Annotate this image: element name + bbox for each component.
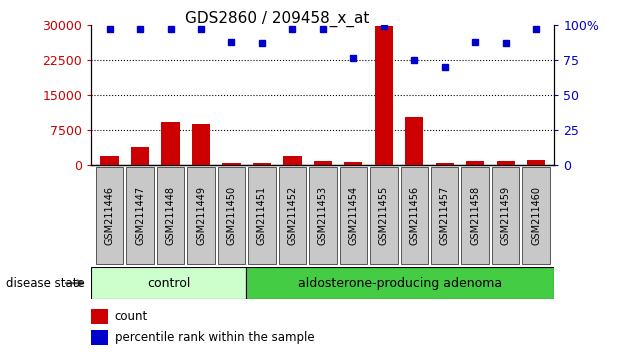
Text: aldosterone-producing adenoma: aldosterone-producing adenoma [298,277,502,290]
Text: GSM211449: GSM211449 [196,185,206,245]
Bar [91,309,108,324]
Bar [91,330,108,345]
FancyBboxPatch shape [278,167,306,264]
Text: GSM211457: GSM211457 [440,185,450,245]
FancyBboxPatch shape [492,167,519,264]
Bar [161,122,180,165]
Text: GSM211456: GSM211456 [410,185,420,245]
Text: GSM211454: GSM211454 [348,185,358,245]
Text: GSM211448: GSM211448 [166,185,176,245]
Text: percentile rank within the sample: percentile rank within the sample [115,331,314,344]
Text: GSM211446: GSM211446 [105,185,115,245]
Text: GSM211460: GSM211460 [531,185,541,245]
FancyBboxPatch shape [96,167,123,264]
Text: GSM211447: GSM211447 [135,185,145,245]
FancyBboxPatch shape [187,167,215,264]
Text: GSM211452: GSM211452 [287,185,297,245]
Bar [496,161,515,165]
FancyBboxPatch shape [431,167,459,264]
Text: GSM211455: GSM211455 [379,185,389,245]
FancyBboxPatch shape [309,167,336,264]
FancyBboxPatch shape [462,167,489,264]
FancyBboxPatch shape [248,167,276,264]
Bar [375,26,393,165]
FancyBboxPatch shape [370,167,398,264]
FancyBboxPatch shape [340,167,367,264]
Text: count: count [115,310,148,323]
Text: GSM211451: GSM211451 [257,185,267,245]
Bar [91,267,246,299]
FancyBboxPatch shape [127,167,154,264]
Bar [246,267,554,299]
FancyBboxPatch shape [522,167,550,264]
Bar [284,156,302,165]
Text: GSM211450: GSM211450 [226,185,236,245]
Bar [435,163,454,165]
Bar [253,163,271,165]
Text: GSM211459: GSM211459 [501,185,511,245]
FancyBboxPatch shape [157,167,184,264]
Bar [314,161,332,165]
Text: GSM211458: GSM211458 [470,185,480,245]
Text: GSM211453: GSM211453 [318,185,328,245]
Text: disease state: disease state [6,277,85,290]
Bar [101,156,119,165]
Bar [466,161,484,165]
Bar [131,147,149,165]
Text: control: control [147,277,190,290]
Bar [344,162,362,165]
FancyBboxPatch shape [218,167,245,264]
Bar [222,163,241,165]
Bar [405,117,423,165]
FancyBboxPatch shape [401,167,428,264]
Bar [192,124,210,165]
Bar [527,160,545,165]
Text: GDS2860 / 209458_x_at: GDS2860 / 209458_x_at [185,11,369,27]
